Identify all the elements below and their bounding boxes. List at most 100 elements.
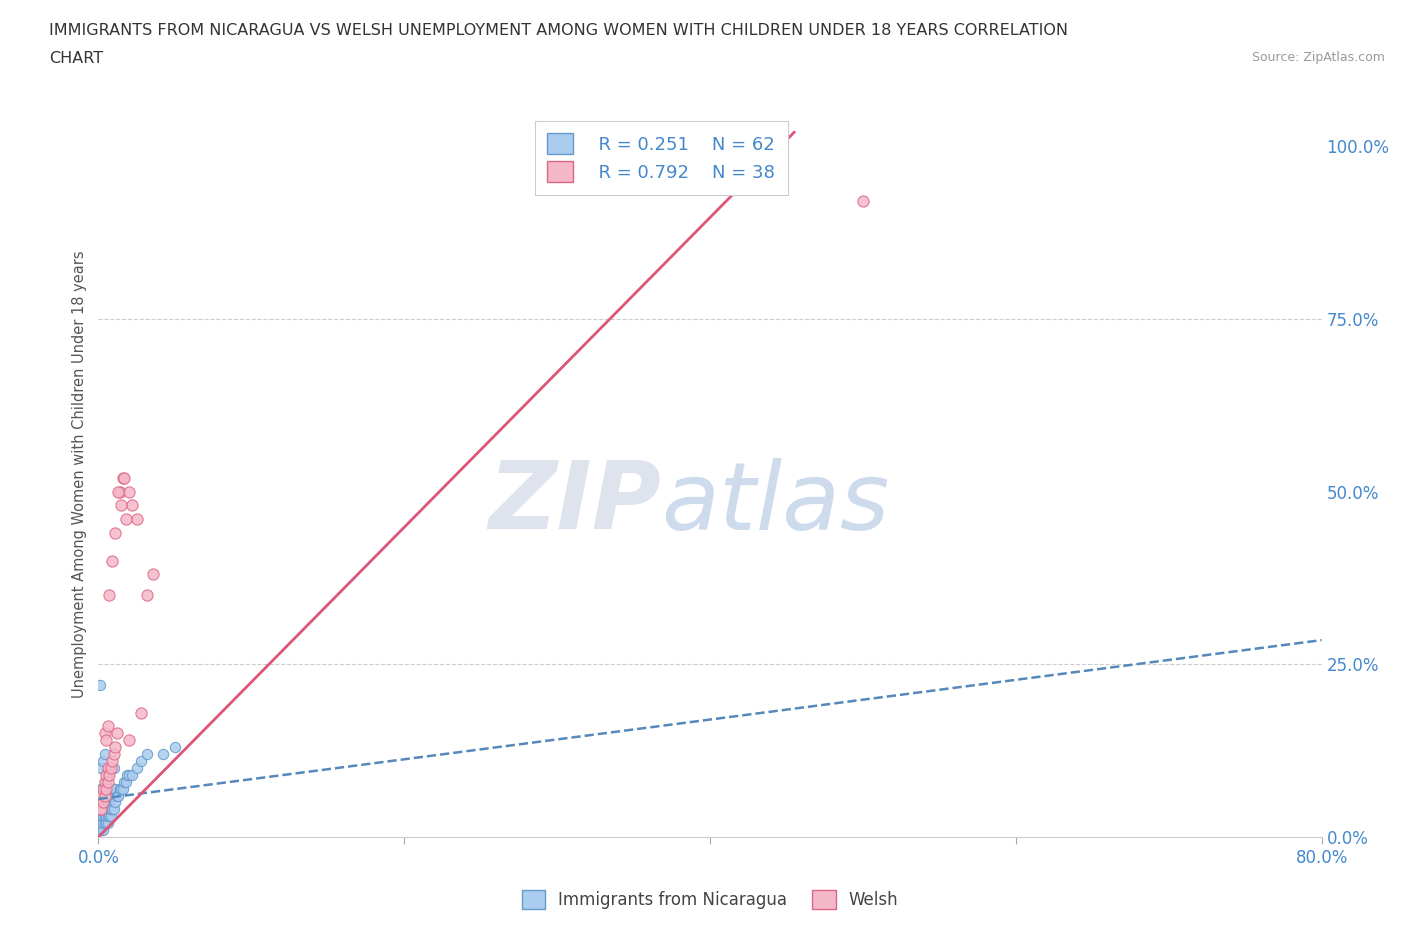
Point (90, 802, 112, 817)
Point (110, 498, 132, 512)
Point (91, 809, 114, 824)
Point (93, 747, 115, 762)
Point (97, 795, 120, 810)
Point (90, 795, 112, 810)
Point (852, 194, 875, 209)
Point (105, 788, 128, 803)
Point (100, 761, 122, 776)
Point (93, 802, 115, 817)
Point (125, 761, 148, 776)
Point (98, 788, 121, 803)
Point (93, 775, 115, 790)
Point (108, 485, 131, 499)
Point (97, 775, 120, 790)
Point (94, 788, 117, 803)
Legend: Immigrants from Nicaragua, Welsh: Immigrants from Nicaragua, Welsh (515, 884, 905, 916)
Point (94, 781, 117, 796)
Point (98, 802, 121, 817)
Point (93, 809, 115, 824)
Point (91, 823, 114, 838)
Point (101, 553, 124, 568)
Point (101, 788, 124, 803)
Point (118, 733, 141, 748)
Point (103, 761, 125, 776)
Point (108, 781, 131, 796)
Point (110, 781, 132, 796)
Point (94, 767, 117, 782)
Point (100, 809, 122, 824)
Point (97, 719, 120, 734)
Point (107, 485, 129, 499)
Point (91, 781, 114, 796)
Point (118, 767, 141, 782)
Point (98, 767, 121, 782)
Point (91, 802, 114, 817)
Point (103, 747, 125, 762)
Point (91, 781, 114, 796)
Point (129, 753, 152, 768)
Point (93, 795, 115, 810)
Point (94, 733, 117, 748)
Point (112, 471, 135, 485)
Point (136, 588, 159, 603)
Point (89, 802, 111, 817)
Point (142, 567, 165, 582)
Point (104, 781, 127, 796)
Point (89, 802, 111, 817)
Point (118, 485, 141, 499)
Text: IMMIGRANTS FROM NICARAGUA VS WELSH UNEMPLOYMENT AMONG WOMEN WITH CHILDREN UNDER : IMMIGRANTS FROM NICARAGUA VS WELSH UNEMP… (49, 23, 1069, 38)
Point (121, 498, 143, 512)
Point (103, 802, 125, 817)
Point (98, 588, 121, 603)
Point (89, 809, 111, 824)
Point (90, 781, 112, 796)
Point (97, 761, 120, 776)
Point (107, 788, 129, 803)
Text: atlas: atlas (661, 458, 890, 549)
Text: Source: ZipAtlas.com: Source: ZipAtlas.com (1251, 51, 1385, 64)
Point (163, 739, 186, 754)
Point (94, 802, 117, 817)
Point (100, 802, 122, 817)
Point (90, 802, 112, 817)
Y-axis label: Unemployment Among Women with Children Under 18 years: Unemployment Among Women with Children U… (72, 250, 87, 698)
Point (104, 739, 127, 754)
Point (103, 781, 125, 796)
Point (90, 761, 112, 776)
Point (89, 823, 111, 838)
Point (94, 809, 117, 824)
Point (101, 753, 124, 768)
Point (89, 678, 111, 693)
Point (93, 816, 115, 830)
Point (104, 525, 127, 540)
Point (91, 816, 114, 830)
Point (117, 767, 139, 782)
Point (115, 512, 138, 526)
Point (90, 788, 112, 803)
Point (125, 512, 148, 526)
Point (115, 775, 138, 790)
Point (93, 775, 115, 790)
Point (91, 795, 114, 810)
Point (136, 747, 159, 762)
Point (91, 795, 114, 810)
Point (91, 753, 114, 768)
Point (97, 767, 120, 782)
Point (101, 802, 124, 817)
Point (98, 809, 121, 824)
Point (93, 726, 115, 741)
Point (90, 809, 112, 824)
Point (94, 775, 117, 790)
Point (97, 809, 120, 824)
Point (89, 816, 111, 830)
Text: CHART: CHART (49, 51, 103, 66)
Point (104, 795, 127, 810)
Point (100, 788, 122, 803)
Text: ZIP: ZIP (488, 458, 661, 550)
Point (93, 788, 115, 803)
Point (112, 775, 135, 790)
Point (111, 781, 134, 796)
Point (90, 816, 112, 830)
Point (105, 726, 128, 741)
Point (97, 816, 120, 830)
